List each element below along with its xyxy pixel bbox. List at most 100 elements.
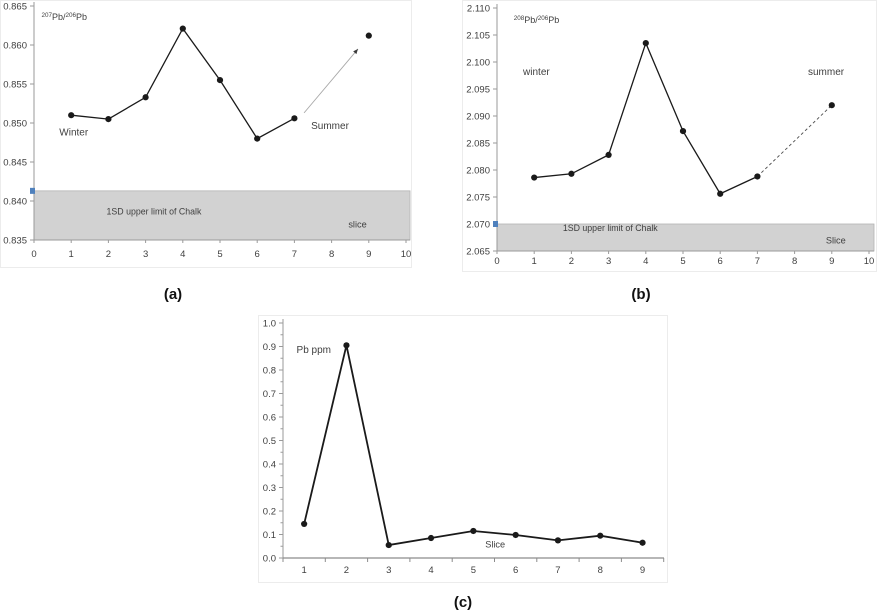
y-tick-label: 0.0 [263, 554, 276, 565]
data-point-marker [512, 531, 519, 539]
isotope-ratio-label: 207Pb/206Pb [41, 12, 87, 22]
season-label: Winter [59, 127, 89, 138]
x-tick-label: 3 [386, 565, 391, 576]
x-tick-label: 4 [643, 256, 648, 267]
y-tick-label: 2.070 [466, 220, 490, 231]
x-tick-label: 5 [680, 256, 685, 267]
y-tick-label: 2.080 [466, 166, 490, 177]
connector-arrowhead-icon [353, 48, 359, 55]
y-tick-label: 0.840 [3, 197, 27, 208]
x-tick-label: 5 [217, 249, 222, 260]
data-point-marker [385, 541, 392, 549]
x-tick-label: 1 [532, 256, 537, 267]
data-point-marker [427, 534, 435, 542]
y-tick-label: 2.065 [466, 247, 490, 258]
season-label: Summer [311, 121, 349, 132]
y-tick-label: 0.9 [263, 342, 276, 353]
chart-c-panel: 0.0 0.1 0.2 0.3 0.4 0.5 0.6 0.7 0.8 0.9 1.0 1 2 3 4 5 6 7… [258, 315, 668, 583]
y-tick-label: 0.7 [263, 389, 276, 400]
caption-b: (b) [631, 286, 651, 303]
season-label: winter [522, 67, 550, 78]
chalk-1sd-band [33, 190, 411, 241]
y-tick-label: 0.865 [3, 2, 27, 13]
data-point-marker [470, 527, 477, 535]
x-tick-label: 2 [106, 249, 111, 260]
data-point-marker [68, 112, 75, 119]
data-point-marker [301, 520, 308, 528]
data-point-marker [639, 539, 646, 546]
data-point-marker [291, 115, 298, 122]
y-tick-label: 0.2 [263, 507, 276, 518]
slice-axis-label: Slice [826, 235, 846, 245]
band-label: 1SD upper limit of Chalk [107, 206, 202, 216]
x-tick-label: 8 [329, 249, 334, 260]
y-tick-label: 0.850 [3, 119, 27, 130]
data-point-marker [365, 32, 372, 39]
chart-a: 0.835 0.840 0.845 0.850 0.855 0.860 0.865 0 1 2 3 4… [3, 2, 411, 261]
data-point-marker [216, 77, 224, 84]
x-tick-label: 8 [792, 256, 797, 267]
caption-a: (a) [163, 286, 183, 303]
data-point-marker [642, 40, 649, 47]
y-tick-label: 0.1 [263, 530, 276, 541]
x-tick-label: 2 [344, 565, 349, 576]
x-tick-label: 3 [606, 256, 611, 267]
isotope-ratio-label: 208Pb/206Pb [514, 15, 560, 25]
y-tick-label: 0.5 [263, 436, 276, 447]
y-tick-label: 0.8 [263, 366, 276, 377]
band-limit-marker [493, 221, 498, 227]
y-tick-label: 0.3 [263, 483, 276, 494]
x-tick-label: 1 [69, 249, 74, 260]
connector-line [303, 48, 359, 114]
x-tick-label: 3 [143, 249, 148, 260]
band-label: 1SD upper limit of Chalk [563, 223, 658, 233]
x-tick-label: 7 [755, 256, 760, 267]
x-tick-label: 2 [569, 256, 574, 267]
data-point-marker [605, 151, 612, 158]
y-tick-label: 2.100 [466, 58, 490, 69]
data-point-marker [554, 537, 562, 544]
x-tick-label: 10 [401, 249, 411, 260]
x-tick-label: 8 [598, 565, 603, 576]
series-line [534, 41, 758, 195]
x-tick-label: 6 [255, 249, 260, 260]
y-tick-label: 0.835 [3, 236, 27, 247]
x-tick-label: 0 [494, 256, 499, 267]
x-tick-label: 1 [302, 565, 307, 576]
x-tick-label: 7 [555, 565, 560, 576]
data-point-marker [105, 116, 112, 123]
slice-axis-label: Slice [485, 539, 505, 549]
y-tick-label: 2.090 [466, 112, 490, 123]
x-tick-label: 7 [292, 249, 297, 260]
data-point-marker [828, 102, 835, 109]
data-point-marker [142, 94, 149, 101]
y-tick-label: 2.105 [466, 31, 490, 42]
chalk-1sd-band [496, 223, 875, 252]
x-tick-label: 5 [471, 565, 476, 576]
y-tick-label: 0.845 [3, 158, 27, 169]
chart-a-panel: 0.835 0.840 0.845 0.850 0.855 0.860 0.865 0 1 2 3 4… [0, 0, 412, 268]
y-axis-title: Pb ppm [297, 345, 331, 356]
data-point-marker [717, 190, 724, 197]
x-tick-label: 9 [640, 565, 645, 576]
season-label: summer [808, 67, 845, 78]
data-point-marker [343, 342, 350, 349]
x-tick-label: 0 [31, 249, 36, 260]
connector-line [757, 104, 833, 177]
x-tick-label: 9 [829, 256, 834, 267]
x-tick-label: 4 [180, 249, 185, 260]
data-point-marker [754, 173, 761, 180]
y-tick-label: 1.0 [263, 319, 276, 330]
x-tick-label: 10 [864, 256, 875, 267]
y-tick-label: 0.855 [3, 80, 27, 91]
band-limit-marker [30, 187, 35, 194]
y-tick-label: 2.085 [466, 139, 490, 150]
chart-b-panel: 2.065 2.070 2.075 2.080 2.085 2.090 2.095 2.100… [462, 0, 877, 272]
data-point-marker [531, 174, 538, 181]
x-tick-label: 6 [718, 256, 723, 267]
y-tick-label: 0.4 [263, 460, 276, 471]
data-point-marker [568, 170, 575, 177]
x-tick-label: 9 [366, 249, 371, 260]
series-line [71, 27, 295, 140]
y-tick-label: 2.075 [466, 193, 490, 204]
